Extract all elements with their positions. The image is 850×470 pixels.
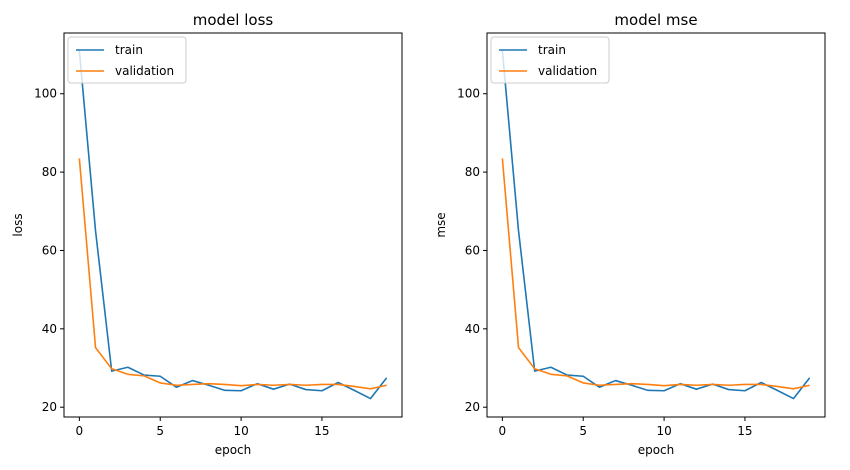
x-tick-label: 5 (579, 424, 587, 438)
chart-1: model loss 0 5 10 15 20 40 60 80 100 epoch loss trai… (11, 11, 403, 457)
plot-frame (63, 32, 403, 418)
y-axis-label: loss (11, 213, 25, 236)
x-tick-label: 0 (499, 424, 507, 438)
y-axis-label: mse (434, 212, 448, 237)
y-tick-label: 40 (465, 322, 480, 336)
plot-frame (486, 32, 826, 418)
x-axis-label: epoch (638, 443, 675, 457)
chart-title: model loss (193, 11, 274, 29)
y-tick-label: 40 (42, 322, 57, 336)
legend-label-train: train (115, 43, 143, 57)
legend-label-validation: validation (538, 64, 597, 78)
chart-2: model mse 0 5 10 15 20 40 60 80 100 epoch mse train v… (434, 11, 826, 457)
series-line-validation (78, 158, 387, 390)
y-tick-label: 80 (42, 165, 57, 179)
y-tick-label: 20 (465, 400, 480, 414)
x-tick-label: 15 (314, 424, 329, 438)
y-tick-label: 20 (42, 400, 57, 414)
y-tick-label: 100 (457, 87, 480, 101)
y-tick-label: 60 (42, 243, 57, 257)
chart-title: model mse (614, 11, 697, 29)
y-tick-label: 80 (465, 165, 480, 179)
x-tick-label: 5 (156, 424, 164, 438)
series-line-validation (501, 158, 810, 390)
x-tick-label: 10 (233, 424, 248, 438)
x-axis-label: epoch (215, 443, 252, 457)
legend-label-validation: validation (115, 64, 174, 78)
legend: train validation (67, 36, 187, 84)
legend-label-train: train (538, 43, 566, 57)
x-tick-label: 15 (737, 424, 752, 438)
x-tick-label: 0 (76, 424, 84, 438)
legend: train validation (490, 36, 610, 84)
x-tick-label: 10 (656, 424, 671, 438)
y-tick-label: 60 (465, 243, 480, 257)
y-tick-label: 100 (34, 87, 57, 101)
